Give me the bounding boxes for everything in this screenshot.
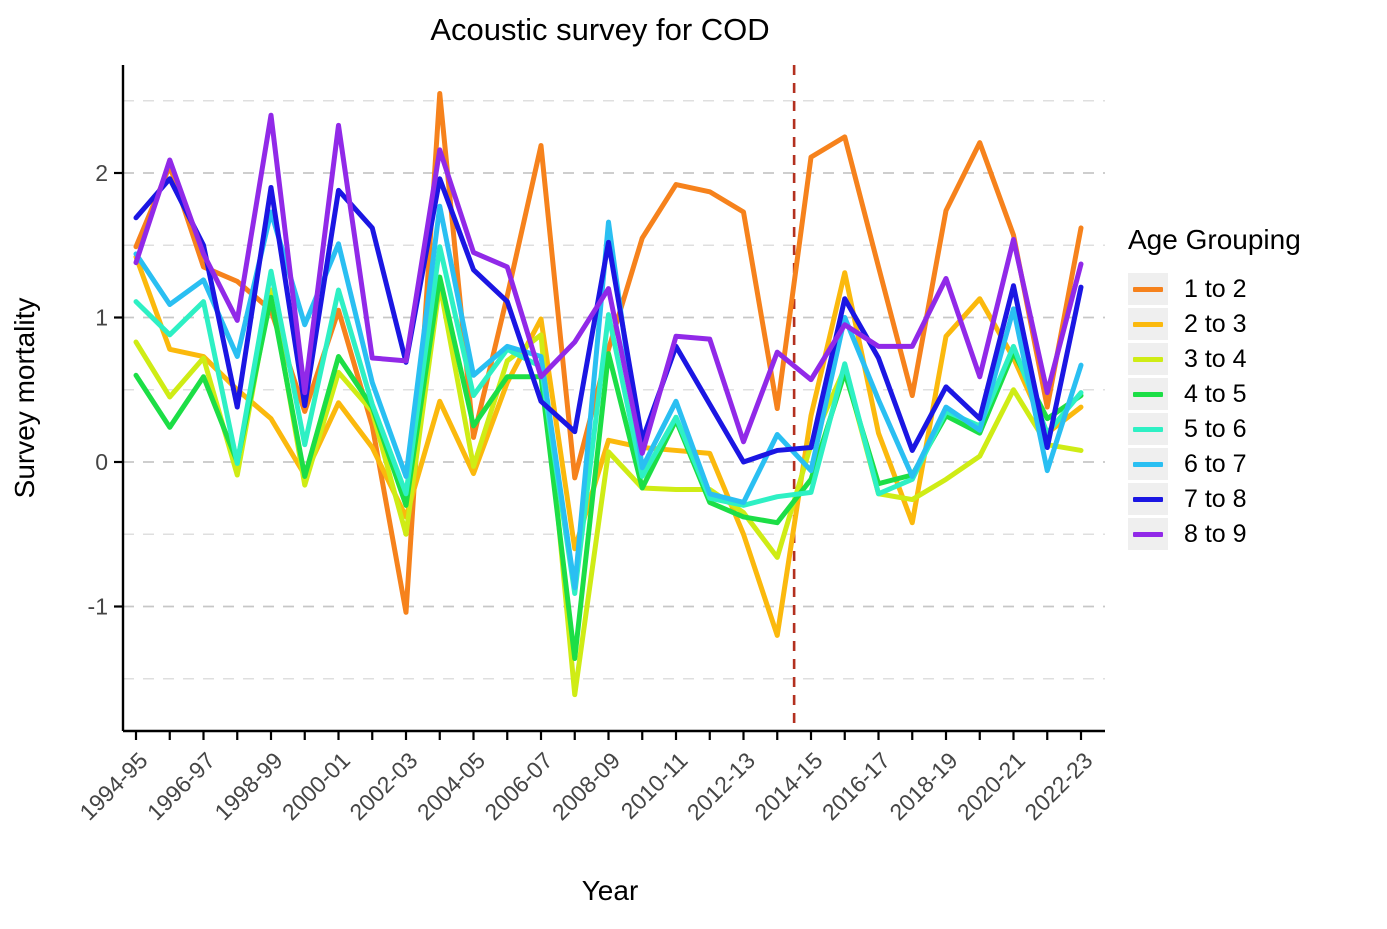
series-line-7-to-8 (133, 176, 1084, 465)
legend-item-label: 8 to 9 (1184, 519, 1247, 548)
legend-item: 8 to 9 (1128, 517, 1301, 551)
legend-item-label: 4 to 5 (1184, 379, 1247, 408)
legend-item: 2 to 3 (1128, 307, 1301, 341)
legend-line-icon (1133, 426, 1163, 432)
legend-line-icon (1133, 391, 1163, 397)
chart-title: Acoustic survey for COD (430, 12, 769, 47)
legend-key-swatch (1128, 378, 1168, 410)
legend-line-icon (1133, 321, 1163, 327)
x-tick-label: 2004-05 (412, 747, 490, 825)
x-tick-label: 2012-13 (682, 747, 760, 825)
legend-item: 1 to 2 (1128, 272, 1301, 306)
legend-line-icon (1133, 356, 1163, 362)
x-tick-label: 2008-09 (547, 747, 625, 825)
legend: Age Grouping 1 to 2 2 to 3 3 to 4 4 to 5 5 t… (1128, 224, 1301, 552)
legend-line-icon (1133, 496, 1163, 502)
legend-item: 3 to 4 (1128, 342, 1301, 376)
y-tick-label: 2 (95, 160, 108, 186)
x-tick-label: 2020-21 (952, 747, 1030, 825)
legend-key-swatch (1128, 308, 1168, 340)
legend-item-label: 7 to 8 (1184, 484, 1247, 513)
y-tick-label: 1 (95, 305, 108, 331)
x-tick-label: 2022-23 (1019, 747, 1097, 825)
x-tick-label: 2014-15 (749, 747, 827, 825)
y-axis-title: Survey mortality (9, 298, 40, 499)
legend-key-swatch (1128, 448, 1168, 480)
x-tick-label: 1996-97 (142, 747, 220, 825)
legend-line-icon (1133, 461, 1163, 467)
legend-item: 4 to 5 (1128, 377, 1301, 411)
x-tick-label: 2016-17 (817, 747, 895, 825)
legend-items: 1 to 2 2 to 3 3 to 4 4 to 5 5 to 6 6 to 7 7 to… (1128, 272, 1301, 551)
legend-item: 5 to 6 (1128, 412, 1301, 446)
y-tick-label: 0 (95, 449, 108, 475)
data-series (133, 91, 1084, 698)
axes (121, 65, 1105, 733)
y-tick-label: -1 (88, 594, 108, 620)
legend-item-label: 2 to 3 (1184, 309, 1247, 338)
legend-key-swatch (1128, 483, 1168, 515)
legend-key-swatch (1128, 273, 1168, 305)
x-tick-label: 2000-01 (277, 747, 355, 825)
x-tick-label: 2010-11 (616, 747, 693, 824)
series-line-8-to-9 (133, 112, 1084, 456)
legend-title: Age Grouping (1128, 224, 1301, 255)
legend-item-label: 1 to 2 (1184, 274, 1247, 303)
x-axis-title: Year (582, 875, 639, 906)
x-tick-label: 1998-99 (209, 747, 287, 825)
legend-line-icon (1133, 531, 1163, 537)
legend-key-swatch (1128, 343, 1168, 375)
legend-key-swatch (1128, 413, 1168, 445)
legend-item-label: 5 to 6 (1184, 414, 1247, 443)
x-tick-label: 2018-19 (884, 747, 962, 825)
x-tick-label: 2002-03 (344, 747, 422, 825)
x-tick-label: 1994-95 (74, 747, 152, 825)
legend-key-swatch (1128, 518, 1168, 550)
legend-item: 6 to 7 (1128, 447, 1301, 481)
legend-item-label: 6 to 7 (1184, 449, 1247, 478)
x-tick-label: 2006-07 (479, 747, 557, 825)
legend-line-icon (1133, 286, 1163, 292)
legend-item: 7 to 8 (1128, 482, 1301, 516)
legend-item-label: 3 to 4 (1184, 344, 1247, 373)
